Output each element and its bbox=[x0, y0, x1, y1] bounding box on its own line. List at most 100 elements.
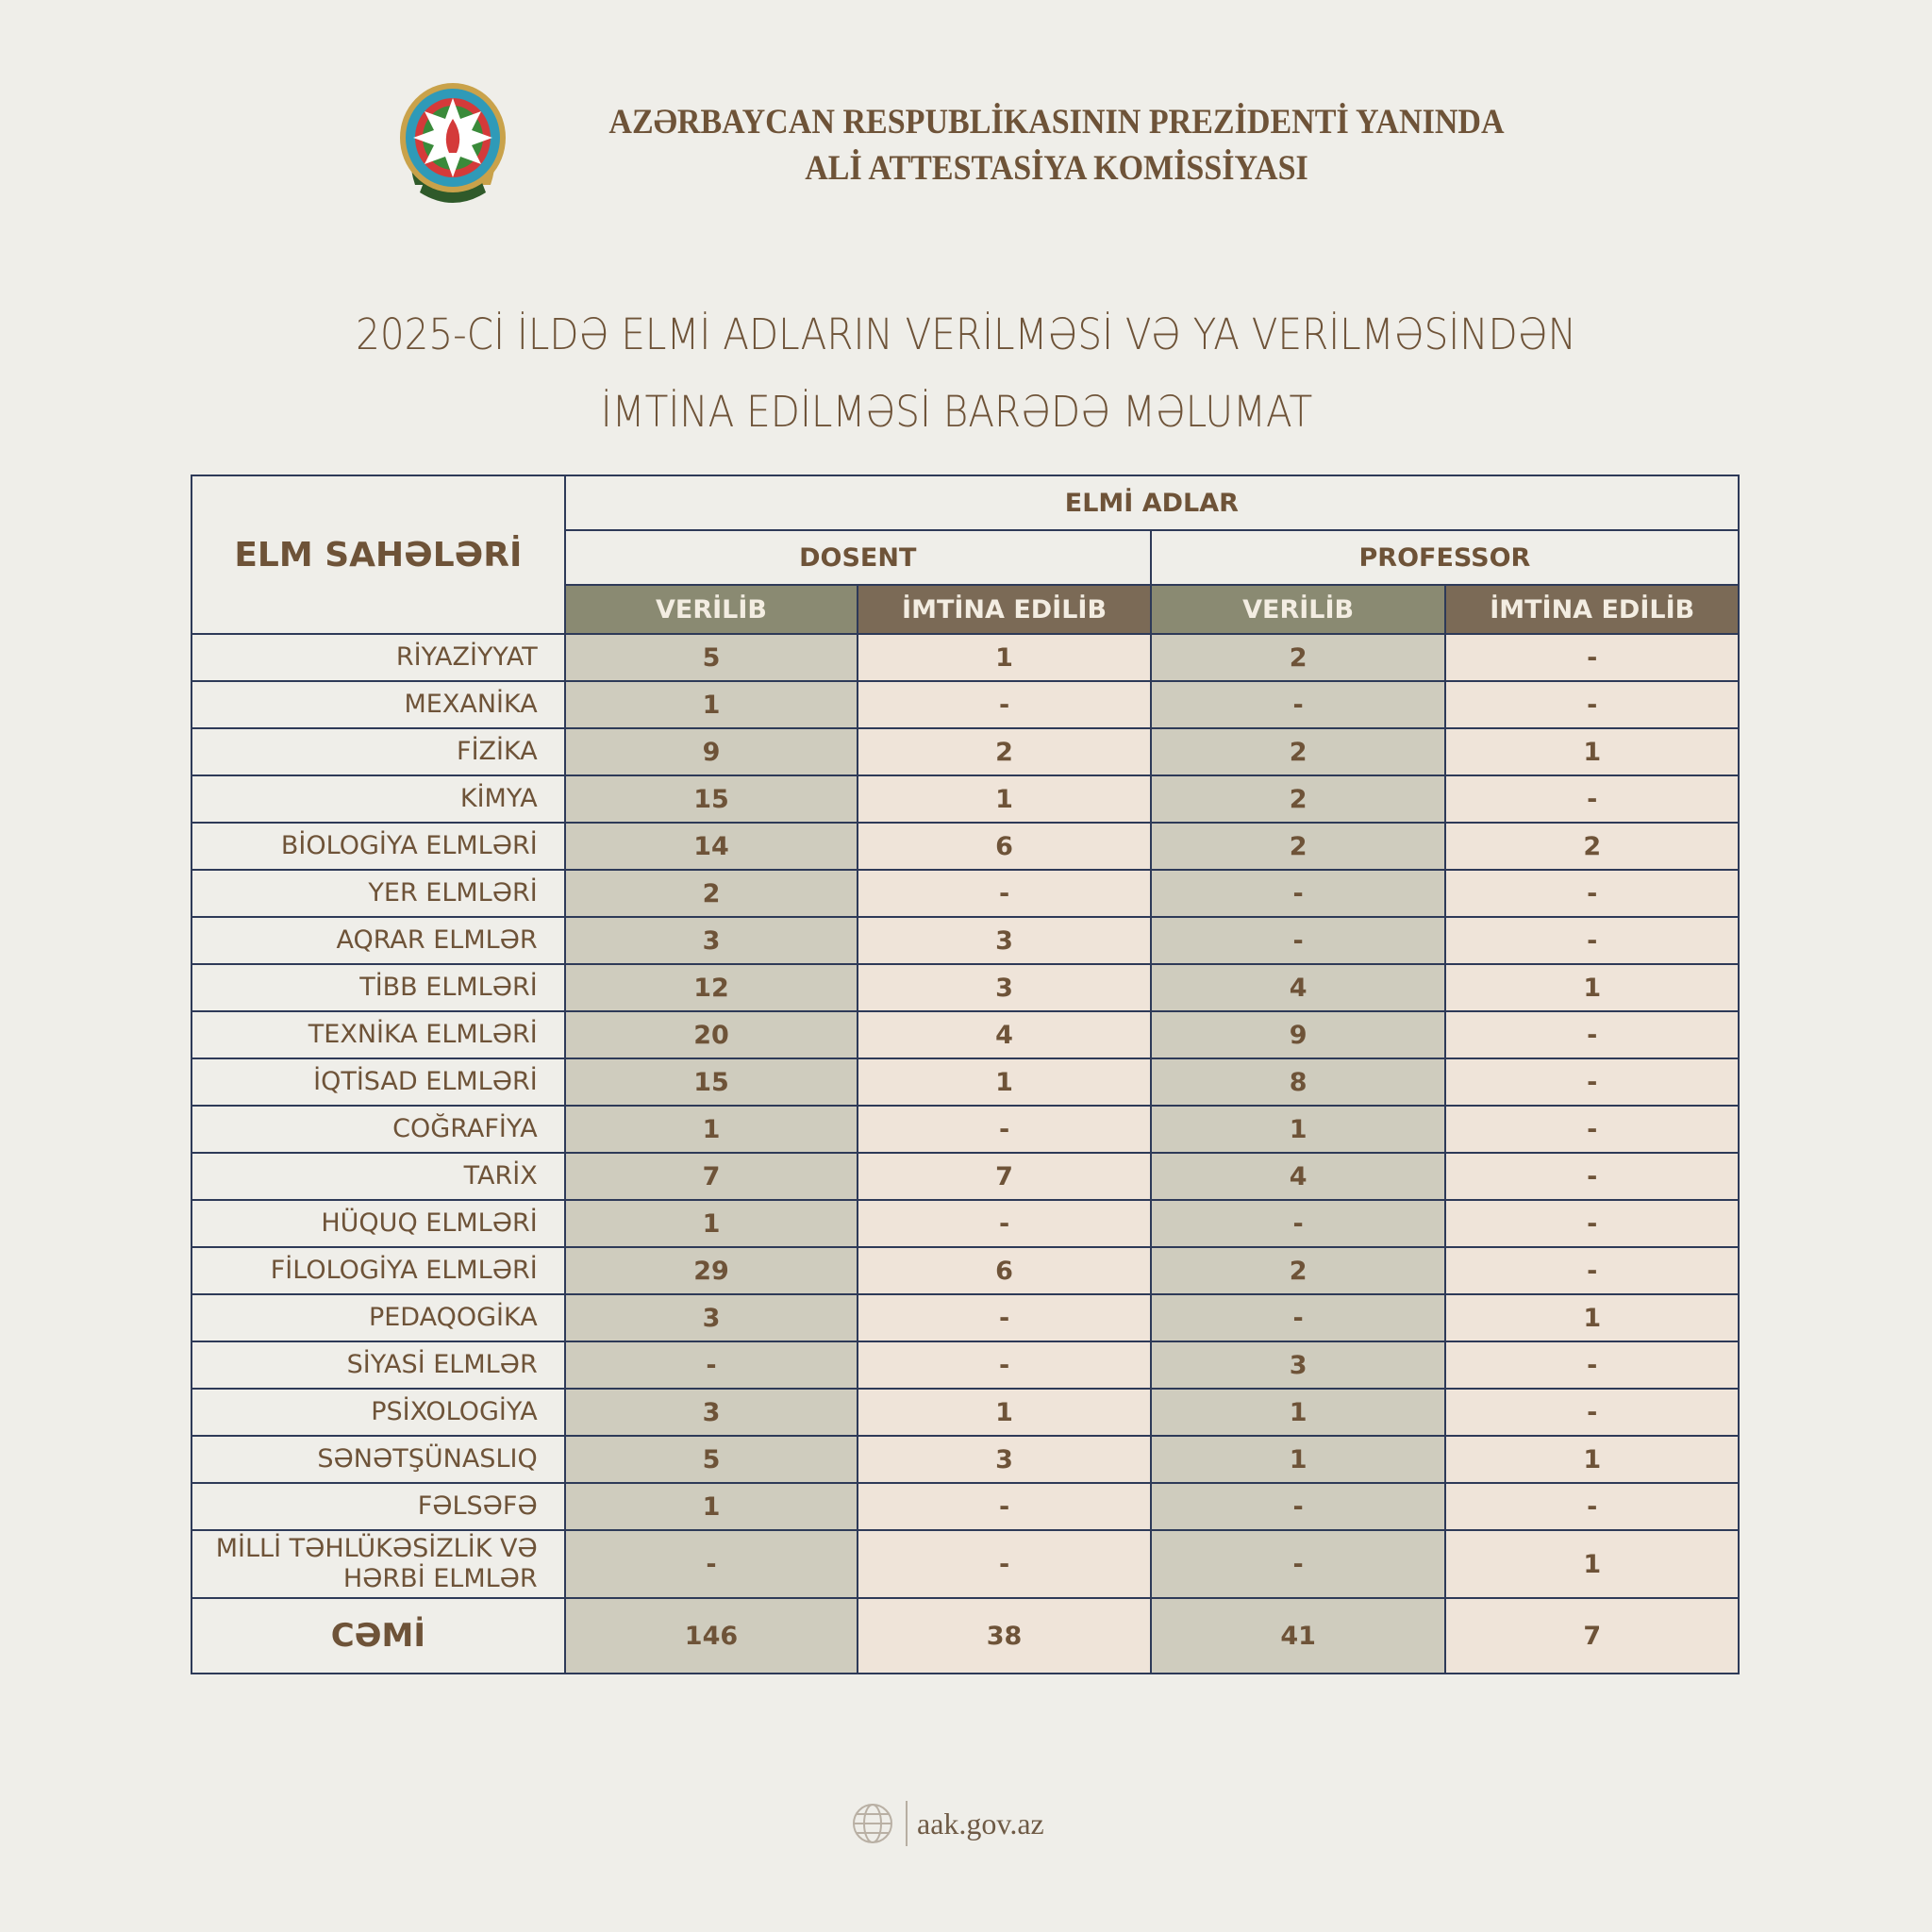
professor-verilib-cell: - bbox=[1149, 1529, 1447, 1599]
globe-icon bbox=[853, 1804, 892, 1843]
table-row: KİMYA 15 1 2- bbox=[191, 774, 1740, 824]
dosent-verilib-cell: 3 bbox=[563, 1293, 859, 1342]
dosent-imtina-cell: - bbox=[857, 1293, 1152, 1342]
professor-imtina-cell: 1 bbox=[1444, 963, 1740, 1012]
dosent-verilib-cell: 5 bbox=[563, 633, 859, 682]
dosent-imtina-cell: 1 bbox=[857, 633, 1152, 682]
field-name: COĞRAFİYA bbox=[191, 1105, 566, 1154]
dosent-verilib-cell: - bbox=[563, 1529, 859, 1599]
dosent-imtina-cell: 4 bbox=[857, 1010, 1152, 1059]
footer: aak.gov.az bbox=[849, 1800, 1044, 1847]
professor-verilib-cell: 2 bbox=[1149, 822, 1447, 871]
field-name: SƏNƏTŞÜNASLIQ bbox=[191, 1435, 566, 1484]
table-row: SİYASİ ELMLƏR - -3- bbox=[191, 1341, 1740, 1390]
dosent-verilib-cell: 1 bbox=[563, 1482, 859, 1531]
dosent-imtina-cell: 1 bbox=[857, 1058, 1152, 1107]
professor-imtina-cell: - bbox=[1444, 916, 1740, 965]
dosent-imtina-cell: 2 bbox=[857, 727, 1152, 776]
professor-imtina-cell: 1 bbox=[1444, 1529, 1740, 1599]
table-row: FƏLSƏFƏ 1- - - bbox=[191, 1482, 1740, 1531]
table-row: TARİX 7 7 4- bbox=[191, 1152, 1740, 1201]
coat-of-arms-logo bbox=[400, 83, 506, 203]
dosent-imtina-cell: - bbox=[857, 1105, 1152, 1154]
total-label: CƏMİ bbox=[191, 1597, 566, 1674]
dosent-verilib-cell: 20 bbox=[563, 1010, 859, 1059]
professor-imtina-cell: - bbox=[1444, 774, 1740, 824]
header-fields: ELM SAHƏLƏRİ bbox=[191, 475, 566, 635]
header-dosent: DOSENT bbox=[563, 529, 1152, 586]
table-row: TİBB ELMLƏRİ 12 3 4 1 bbox=[191, 963, 1740, 1012]
dosent-imtina-cell: - bbox=[857, 680, 1152, 729]
professor-imtina-cell: - bbox=[1444, 1199, 1740, 1248]
professor-imtina-cell: - bbox=[1444, 1010, 1740, 1059]
dosent-verilib-cell: 2 bbox=[563, 869, 859, 918]
website-link[interactable]: aak.gov.az bbox=[917, 1806, 1044, 1840]
table-row: PEDAQOGİKA 3- -1 bbox=[191, 1293, 1740, 1342]
professor-imtina-cell: - bbox=[1444, 1482, 1740, 1531]
field-name: İQTİSAD ELMLƏRİ bbox=[191, 1058, 566, 1107]
dosent-imtina-cell: - bbox=[857, 1482, 1152, 1531]
dosent-imtina-cell: 7 bbox=[857, 1152, 1152, 1201]
professor-imtina-cell: - bbox=[1444, 1058, 1740, 1107]
field-name: TİBB ELMLƏRİ bbox=[191, 963, 566, 1012]
dosent-imtina-cell: 3 bbox=[857, 963, 1152, 1012]
dosent-imtina-cell: 1 bbox=[857, 774, 1152, 824]
academic-titles-table: ELM SAHƏLƏRİ ELMİ ADLAR DOSENT PROFESSOR… bbox=[191, 475, 1740, 1674]
header-professor-verilib: VERİLİB bbox=[1149, 584, 1447, 635]
dosent-verilib-cell: 12 bbox=[563, 963, 859, 1012]
professor-verilib-cell: 1 bbox=[1149, 1388, 1447, 1437]
field-name: KİMYA bbox=[191, 774, 566, 824]
page-title-line2: İMTİNA EDİLMƏSİ BARƏDƏ MƏLUMAT bbox=[600, 387, 1313, 437]
organization-name-line2: ALİ ATTESTASİYA KOMİSSİYASI bbox=[805, 149, 1308, 188]
field-name: TARİX bbox=[191, 1152, 566, 1201]
table-row: COĞRAFİYA 1-1- bbox=[191, 1105, 1740, 1154]
table-row: RİYAZİYYAT 5 1 2- bbox=[191, 633, 1740, 682]
dosent-verilib-cell: 1 bbox=[563, 1199, 859, 1248]
professor-imtina-cell: - bbox=[1444, 680, 1740, 729]
professor-verilib-cell: - bbox=[1149, 869, 1447, 918]
table-row: SƏNƏTŞÜNASLIQ 5 3 1 1 bbox=[191, 1435, 1740, 1484]
professor-verilib-cell: 4 bbox=[1149, 963, 1447, 1012]
field-name: PEDAQOGİKA bbox=[191, 1293, 566, 1342]
total-professor-imtina: 7 bbox=[1444, 1597, 1740, 1674]
field-name: MEXANİKA bbox=[191, 680, 566, 729]
table-row: İQTİSAD ELMLƏRİ 15 1 8- bbox=[191, 1058, 1740, 1107]
dosent-verilib-cell: 14 bbox=[563, 822, 859, 871]
professor-verilib-cell: - bbox=[1149, 916, 1447, 965]
table-row: FİLOLOGİYA ELMLƏRİ 29 6 2- bbox=[191, 1246, 1740, 1295]
dosent-imtina-cell: 3 bbox=[857, 1435, 1152, 1484]
total-professor-verilib: 41 bbox=[1149, 1597, 1447, 1674]
total-dosent-verilib: 146 bbox=[563, 1597, 859, 1674]
dosent-verilib-cell: 3 bbox=[563, 916, 859, 965]
professor-verilib-cell: 3 bbox=[1149, 1341, 1447, 1390]
table-row: YER ELMLƏRİ 2- - - bbox=[191, 869, 1740, 918]
field-name: HÜQUQ ELMLƏRİ bbox=[191, 1199, 566, 1248]
total-row: CƏMİ 146 38 41 7 bbox=[191, 1597, 1740, 1674]
field-name: FİLOLOGİYA ELMLƏRİ bbox=[191, 1246, 566, 1295]
table-row: TEXNİKA ELMLƏRİ 20 4 9- bbox=[191, 1010, 1740, 1059]
header-dosent-verilib: VERİLİB bbox=[563, 584, 859, 635]
table-row: PSİXOLOGİYA 3 1 1- bbox=[191, 1388, 1740, 1437]
dosent-verilib-cell: 1 bbox=[563, 1105, 859, 1154]
professor-imtina-cell: - bbox=[1444, 633, 1740, 682]
professor-verilib-cell: 2 bbox=[1149, 1246, 1447, 1295]
professor-verilib-cell: 1 bbox=[1149, 1105, 1447, 1154]
professor-imtina-cell: - bbox=[1444, 1388, 1740, 1437]
header-academic-titles: ELMİ ADLAR bbox=[563, 475, 1740, 531]
page-title-line1: 2025-Cİ İLDƏ ELMİ ADLARIN VERİLMƏSİ VƏ Y… bbox=[356, 309, 1576, 359]
professor-verilib-cell: 2 bbox=[1149, 774, 1447, 824]
professor-verilib-cell: 9 bbox=[1149, 1010, 1447, 1059]
dosent-imtina-cell: 6 bbox=[857, 1246, 1152, 1295]
table-row: AQRAR ELMLƏR 3 3- - bbox=[191, 916, 1740, 965]
field-name: FƏLSƏFƏ bbox=[191, 1482, 566, 1531]
header-dosent-imtina: İMTİNA EDİLİB bbox=[857, 584, 1152, 635]
dosent-verilib-cell: 7 bbox=[563, 1152, 859, 1201]
professor-imtina-cell: - bbox=[1444, 1152, 1740, 1201]
professor-verilib-cell: - bbox=[1149, 1482, 1447, 1531]
professor-imtina-cell: - bbox=[1444, 1105, 1740, 1154]
dosent-imtina-cell: 6 bbox=[857, 822, 1152, 871]
professor-verilib-cell: 2 bbox=[1149, 727, 1447, 776]
professor-imtina-cell: - bbox=[1444, 1341, 1740, 1390]
dosent-verilib-cell: 15 bbox=[563, 774, 859, 824]
professor-imtina-cell: - bbox=[1444, 869, 1740, 918]
